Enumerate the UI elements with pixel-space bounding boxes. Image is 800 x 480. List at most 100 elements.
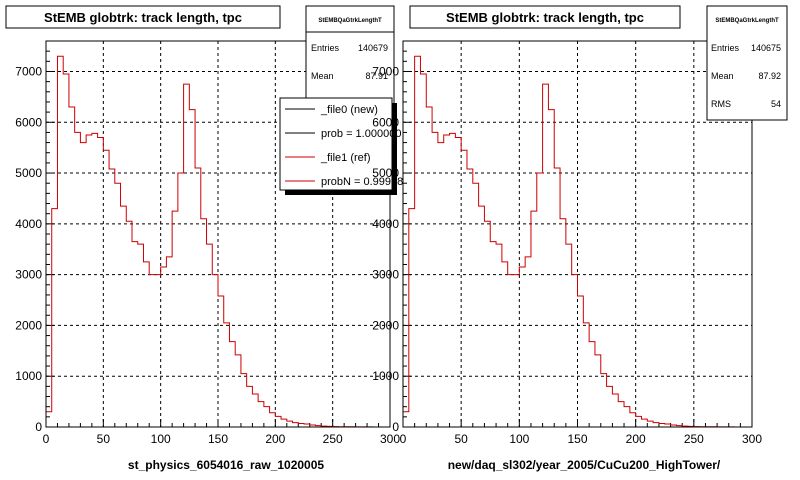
y-tick-label: 3000: [15, 268, 42, 282]
histogram-bin: [548, 110, 554, 427]
x-tick-label: 100: [509, 432, 529, 446]
chart-title: StEMB globtrk: track length, tpc: [446, 10, 644, 25]
histogram-bin: [270, 413, 276, 427]
histogram-bin: [636, 416, 642, 427]
y-tick-label: 5000: [372, 166, 399, 180]
histogram-bin: [229, 342, 235, 427]
histogram-series-0: [402, 55, 752, 428]
x-tick-label: 50: [454, 432, 468, 446]
histogram-bin: [293, 423, 299, 427]
histogram-bin: [420, 74, 426, 427]
histogram-bin: [484, 221, 490, 427]
stats-rms-value: 54: [771, 99, 781, 109]
histogram-bin: [572, 275, 578, 427]
histogram-bin: [583, 323, 589, 427]
histogram-bin: [444, 135, 450, 427]
histogram-bin: [46, 412, 52, 427]
legend-label-3: probN = 0.999986: [321, 176, 409, 188]
stats-entries-value: 140675: [751, 43, 781, 53]
histogram-bin: [624, 407, 630, 427]
histogram-bin: [659, 423, 665, 427]
histogram-bin: [467, 169, 473, 427]
histogram-bin: [566, 244, 572, 427]
chart-panel-left: StEMB globtrk: track length, tpc 0 50 100 1…: [5, 5, 409, 472]
y-tick-label: 1000: [372, 369, 399, 383]
histogram-bin: [589, 342, 595, 427]
histogram-bin: [69, 107, 75, 427]
y-tick-label: 3000: [372, 268, 399, 282]
histogram-bin: [426, 107, 432, 427]
title-box: [409, 5, 681, 29]
x-tick-label: 300: [742, 432, 762, 446]
y-tick-label: 0: [35, 420, 42, 434]
histogram-bin: [473, 183, 479, 427]
y-tick-label: 5000: [15, 166, 42, 180]
histogram-bin: [63, 74, 69, 427]
histogram-bin: [438, 143, 444, 427]
y-tick-label: 2000: [372, 318, 399, 332]
histogram-bin: [86, 135, 92, 427]
histogram-bin: [409, 209, 415, 427]
histogram-bin: [514, 275, 520, 427]
x-tick-label: 150: [208, 432, 228, 446]
histogram-bin: [647, 421, 653, 427]
histogram-bin: [618, 402, 624, 427]
histogram-bin: [455, 138, 461, 428]
stats-name: StEMBQaGtrkLengthT: [715, 18, 779, 24]
histogram-bin: [166, 257, 172, 427]
histogram-bin: [595, 355, 601, 427]
stats-entries-value: 140679: [358, 43, 388, 53]
x-tick-label: 200: [626, 432, 646, 446]
histogram-bin: [502, 262, 508, 427]
histogram-bin: [207, 244, 213, 427]
histogram-bin: [607, 386, 613, 427]
histogram-bin: [155, 275, 161, 427]
histogram-bin: [578, 296, 584, 427]
stats-entries-label: Entries: [311, 43, 340, 53]
histogram-bin: [57, 56, 63, 427]
plot-frame: [402, 40, 753, 428]
histogram-bin: [281, 419, 287, 427]
x-tick-label: 0: [43, 432, 50, 446]
histogram-bin: [531, 211, 537, 427]
histogram-bin: [258, 402, 264, 427]
histogram-bin: [432, 132, 438, 427]
histogram-bin: [560, 219, 566, 427]
histogram-bin: [479, 206, 485, 427]
legend-label-2: _file1 (ref): [320, 152, 371, 164]
y-tick-label: 2000: [15, 318, 42, 332]
histogram-bin: [109, 169, 115, 427]
histogram-bin: [612, 394, 618, 427]
chart-title: StEMB globtrk: track length, tpc: [44, 10, 242, 25]
histogram-bin: [543, 84, 549, 427]
y-tick-label: 6000: [15, 115, 42, 129]
histogram-bin: [52, 209, 58, 427]
histogram-bin: [178, 173, 184, 427]
stats-mean-label: Mean: [311, 71, 334, 81]
histogram-bin: [143, 262, 149, 427]
histogram-series-0: [45, 55, 390, 428]
x-tick-label: 150: [567, 432, 587, 446]
histogram-bin: [189, 110, 195, 427]
histogram-bin: [415, 56, 421, 427]
histogram-bin: [264, 407, 270, 427]
histogram-bin: [461, 150, 467, 427]
x-tick-label: 100: [151, 432, 171, 446]
x-tick-label: 250: [684, 432, 704, 446]
histogram-bin: [115, 183, 121, 427]
plot-frame: [45, 40, 391, 428]
legend-label-0: _file0 (new): [320, 104, 378, 116]
histogram-bin: [80, 143, 86, 427]
histogram-bin: [132, 242, 138, 427]
title-box: [5, 5, 281, 29]
stats-name: StEMBQaGtrkLengthT: [318, 18, 382, 24]
histogram-bin: [653, 423, 659, 427]
stats-entries-label: Entries: [711, 43, 740, 53]
x-tick-label: 300: [380, 432, 400, 446]
y-tick-label: 1000: [15, 369, 42, 383]
x-tick-label: 50: [97, 432, 111, 446]
histogram-bin: [275, 416, 281, 427]
histogram-bin: [212, 275, 218, 427]
stats-mean-value: 87.91: [365, 71, 388, 81]
